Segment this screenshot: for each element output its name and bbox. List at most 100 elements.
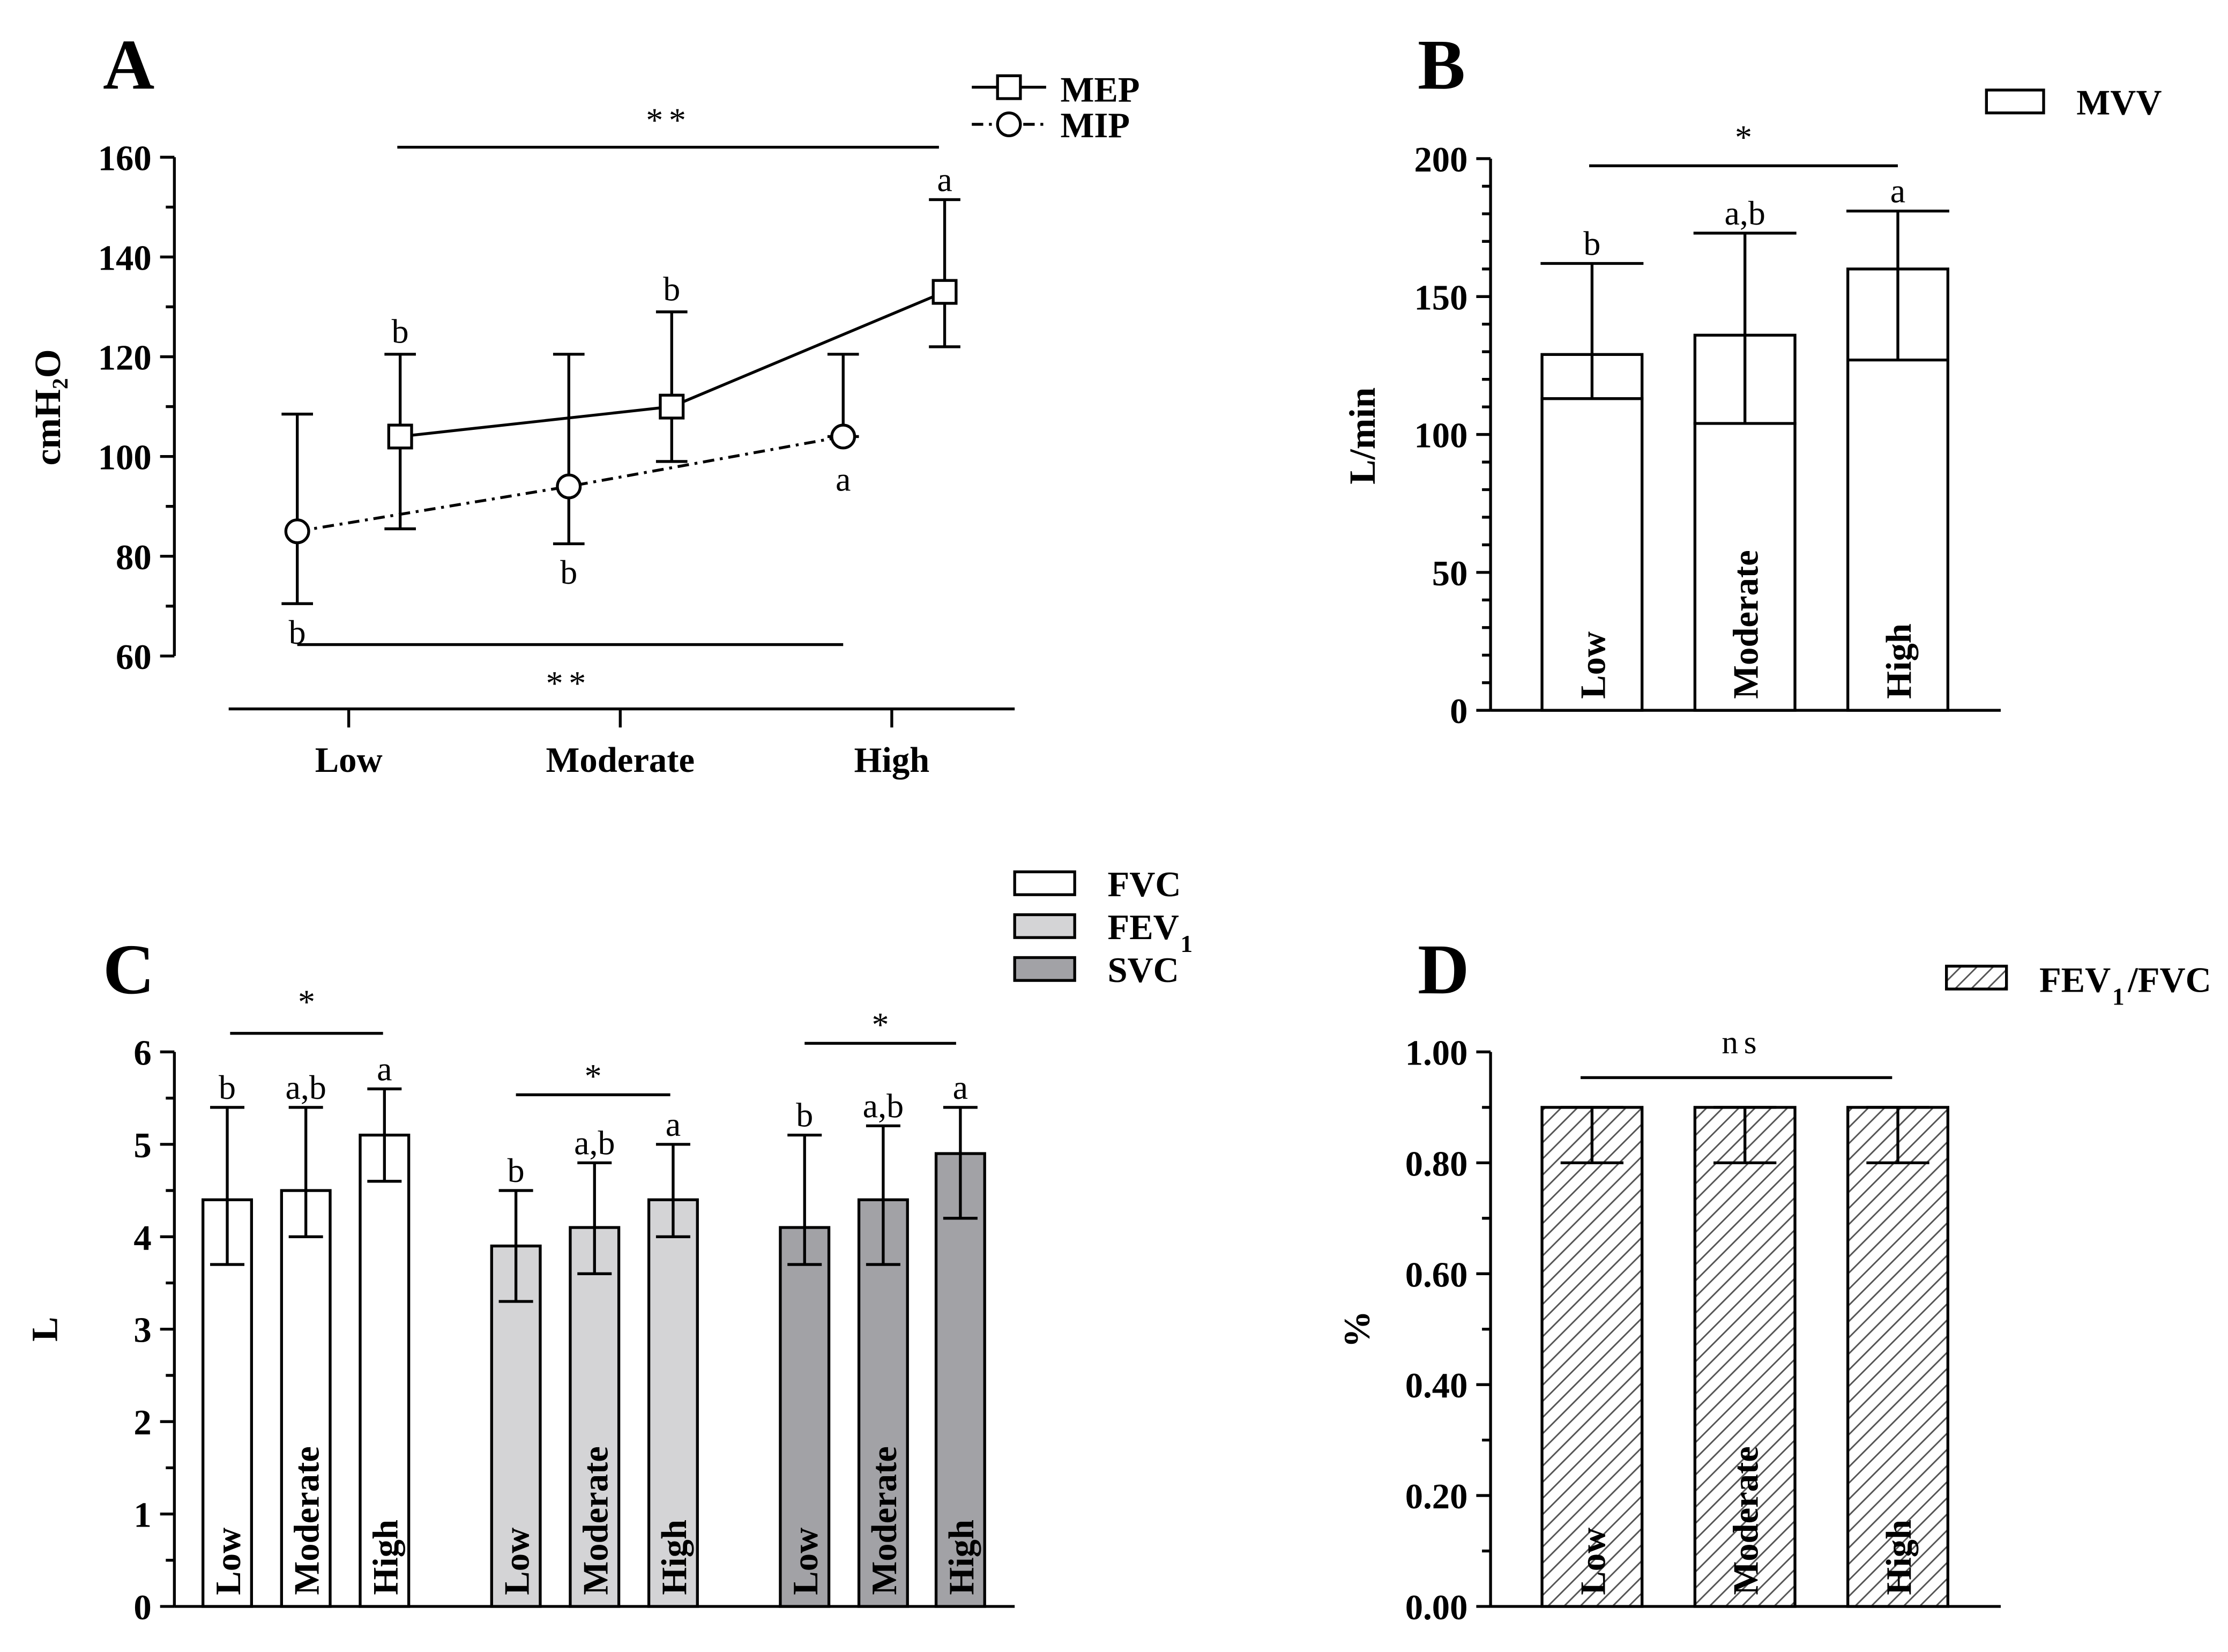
x-tick-label-a: High	[854, 741, 930, 780]
significance-letter-b: b	[1583, 225, 1600, 263]
legend-suffix-fev1-fvc: /FVC	[2127, 961, 2211, 1000]
error-bar-fev	[1560, 1106, 1624, 1165]
significance-label-d: ns	[1722, 1024, 1762, 1061]
bar-category-label-c: Moderate	[576, 1446, 615, 1595]
error-bar-fvc	[210, 1106, 245, 1266]
error-bar-fev	[1866, 1106, 1929, 1165]
significance-letter-b: a	[1890, 172, 1905, 210]
legend-label-fev: FEV	[1108, 908, 1179, 947]
significance-label-c: *	[872, 1006, 889, 1044]
legend-swatch-svc	[1013, 956, 1076, 982]
bar-fev	[1846, 1106, 1949, 1608]
y-tick-label-a: 160	[98, 139, 152, 178]
y-tick-label-d: 0.20	[1405, 1477, 1468, 1516]
y-axis-label-c: L	[24, 1317, 65, 1342]
legend-label-svc: SVC	[1108, 951, 1179, 990]
bar-category-label-c: Low	[498, 1528, 537, 1595]
legend-marker-mip	[996, 111, 1022, 137]
y-tick-label-d: 0.60	[1405, 1255, 1468, 1294]
significance-letter-c: a,b	[863, 1087, 904, 1125]
panel-letter-c: C	[103, 929, 154, 1009]
bar-fvc	[280, 1189, 332, 1608]
legend-swatch-fev	[1013, 913, 1076, 939]
error-bar-mip	[553, 353, 585, 546]
error-bar-svc	[943, 1106, 978, 1220]
error-bar-mvv	[1693, 232, 1797, 425]
error-bar-svc	[787, 1133, 822, 1266]
error-bar-svc	[866, 1124, 900, 1266]
error-bar-fev	[655, 1143, 690, 1238]
y-tick-label-c: 5	[133, 1126, 151, 1165]
y-tick-label-a: 80	[116, 538, 152, 577]
legend-label-mep: MEP	[1061, 70, 1140, 109]
significance-letter-c: a,b	[574, 1123, 615, 1162]
bar-category-label-b: High	[1880, 623, 1919, 699]
significance-letter-c: a	[377, 1050, 392, 1088]
significance-label-a: **	[646, 101, 691, 139]
y-tick-label-c: 1	[133, 1496, 151, 1535]
data-point-mip	[284, 518, 310, 545]
error-bar-mvv	[1540, 262, 1644, 400]
y-tick-label-b: 50	[1432, 554, 1468, 593]
x-tick-label-a: Moderate	[546, 741, 695, 780]
y-tick-label-d: 0.00	[1405, 1588, 1468, 1627]
significance-letter-a: a	[836, 460, 851, 498]
error-bar-fev	[498, 1189, 533, 1303]
y-tick-label-a: 120	[98, 339, 152, 378]
bar-fev	[490, 1244, 542, 1608]
bar-category-label-b: Moderate	[1727, 550, 1766, 699]
y-tick-label-c: 4	[133, 1218, 151, 1257]
y-tick-label-b: 150	[1414, 278, 1467, 317]
legend-swatch-fvc	[1013, 870, 1076, 896]
bar-fev	[1540, 1106, 1644, 1608]
y-axis-label-a: cmH₂O	[27, 349, 68, 465]
data-point-mep	[932, 279, 958, 305]
y-tick-label-d: 1.00	[1405, 1033, 1468, 1073]
data-point-mep	[659, 393, 685, 420]
y-tick-label-b: 200	[1414, 140, 1467, 180]
significance-letter-c: b	[219, 1068, 236, 1106]
significance-letter-b: a,b	[1725, 194, 1765, 232]
panel-letter-d: D	[1418, 929, 1469, 1009]
significance-letter-c: a	[953, 1068, 968, 1106]
bar-fev	[569, 1226, 621, 1608]
significance-letter-c: b	[508, 1151, 525, 1189]
significance-letter-c: a,b	[285, 1068, 326, 1106]
significance-label-b: *	[1735, 118, 1752, 156]
bar-fev	[1693, 1106, 1797, 1608]
bar-category-label-c: High	[942, 1520, 981, 1595]
y-tick-label-c: 2	[133, 1403, 151, 1442]
error-bar-fev	[577, 1161, 612, 1275]
bar-svc	[779, 1226, 831, 1608]
y-tick-label-b: 100	[1414, 416, 1467, 456]
significance-letter-c: a	[666, 1105, 681, 1143]
y-tick-label-c: 0	[133, 1588, 151, 1627]
y-tick-label-a: 140	[98, 239, 152, 278]
bar-category-label-d: Low	[1574, 1528, 1613, 1595]
bar-svc	[934, 1152, 986, 1608]
significance-letter-a: a	[937, 160, 952, 198]
bar-category-label-d: Moderate	[1727, 1446, 1766, 1595]
significance-letter-c: b	[796, 1096, 813, 1134]
error-bar-fvc	[288, 1106, 323, 1238]
bar-category-label-c: High	[655, 1520, 694, 1595]
significance-label-c: *	[585, 1057, 602, 1095]
legend-label-mip: MIP	[1061, 106, 1130, 145]
y-tick-label-c: 3	[133, 1311, 151, 1350]
bar-fvc	[359, 1133, 411, 1608]
error-bar-mep	[929, 198, 960, 348]
data-point-mip	[830, 423, 856, 450]
legend-label-fvc: FVC	[1108, 865, 1181, 904]
significance-label-a: **	[546, 664, 592, 702]
legend-label-fev1-fvc: FEV	[2039, 961, 2111, 1000]
legend-label-mvv: MVV	[2076, 83, 2162, 122]
legend-marker-mep	[996, 74, 1022, 100]
y-axis-label-b: L/min	[1342, 388, 1383, 485]
bar-category-label-c: Moderate	[865, 1446, 904, 1595]
bar-category-label-c: High	[366, 1520, 405, 1595]
legend-subscript-fev: 1	[1180, 931, 1193, 957]
y-tick-label-c: 6	[133, 1033, 151, 1073]
data-point-mep	[387, 423, 413, 450]
significance-letter-a: b	[392, 312, 409, 351]
